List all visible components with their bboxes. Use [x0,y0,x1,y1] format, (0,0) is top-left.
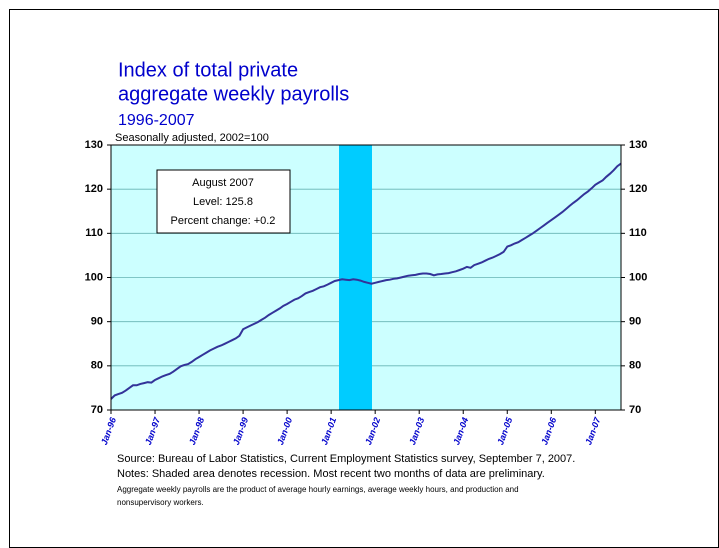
y2-tick-label: 70 [629,404,641,416]
source-note: Aggregate weekly payrolls are the produc… [117,485,519,494]
y2-tick-label: 100 [629,271,647,283]
y2-tick-label: 120 [629,183,647,195]
y2-tick-label: 130 [629,139,647,151]
y-tick-label: 80 [91,360,103,372]
annotation: Level: 125.8 [193,196,253,208]
y-axis-label: Seasonally adjusted, 2002=100 [115,132,269,144]
line-series [110,162,622,400]
chart-subtitle: 1996-2007 [118,112,195,129]
y2-tick-label: 80 [629,360,641,372]
marks [110,162,622,400]
chart-title: Index of total private [118,59,298,81]
y-tick-label: 110 [85,227,103,239]
source-note: Notes: Shaded area denotes recession. Mo… [117,468,545,480]
y-tick-label: 130 [85,139,103,151]
y-tick-label: 100 [85,271,103,283]
recession-shade [339,145,372,410]
y2-tick-label: 90 [629,316,641,328]
y2-tick-label: 110 [629,227,647,239]
source-note: Source: Bureau of Labor Statistics, Curr… [117,453,575,465]
y-tick-label: 90 [91,316,103,328]
y-tick-label: 120 [85,183,103,195]
annotation-box [156,169,291,234]
annotation: August 2007 [192,177,254,189]
chart-title: aggregate weekly payrolls [118,83,349,105]
annotation: Percent change: +0.2 [171,215,276,227]
source-note: nonsupervisory workers. [117,498,204,507]
y-tick-label: 70 [91,404,103,416]
